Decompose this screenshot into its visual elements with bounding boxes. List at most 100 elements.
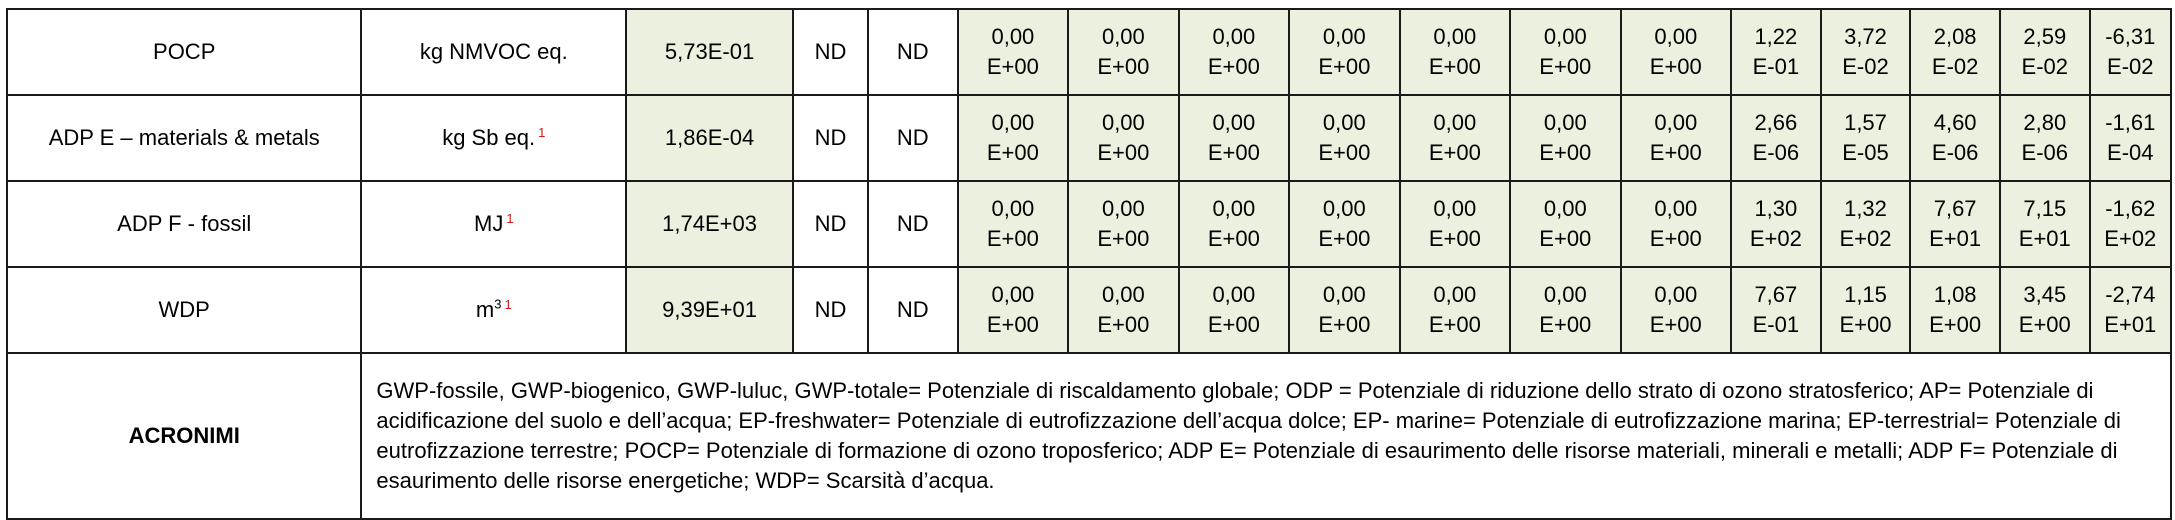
value-exponent: E+02 bbox=[2104, 226, 2157, 251]
not-declared-cell: ND bbox=[867, 94, 959, 182]
not-declared-text: ND bbox=[814, 125, 847, 150]
value-cell: 1,08 E+00 bbox=[1909, 266, 2001, 354]
value-cell: 1,30 E+02 bbox=[1730, 180, 1822, 268]
value-mantissa: 0,00 bbox=[1543, 110, 1587, 135]
value-exponent: E+00 bbox=[1428, 312, 1481, 337]
unit-label: MJ bbox=[474, 211, 504, 236]
value-exponent: E+00 bbox=[1207, 312, 1260, 337]
value-mantissa: 0,00 bbox=[1101, 196, 1145, 221]
value-exponent: E+00 bbox=[1097, 54, 1150, 79]
value-mantissa: 0,00 bbox=[1322, 24, 1366, 49]
value-cell: 0,00 E+00 bbox=[1177, 8, 1291, 96]
not-declared-cell: ND bbox=[867, 180, 959, 268]
value-cell: -1,61 E-04 bbox=[2088, 94, 2173, 182]
value-mantissa: 0,00 bbox=[1322, 110, 1366, 135]
footnote-marker: 1 bbox=[538, 124, 546, 140]
value-cell: 0,00 E+00 bbox=[1619, 266, 1733, 354]
not-declared-text: ND bbox=[896, 125, 929, 150]
value-mantissa: 0,00 bbox=[1322, 282, 1366, 307]
value-mantissa: 2,66 bbox=[1754, 110, 1798, 135]
value-cell: 0,00 E+00 bbox=[1509, 8, 1622, 96]
indicator-label: ADP E – materials & metals bbox=[48, 125, 320, 150]
table-row: WDP m3 1 9,39E+01 ND ND 0,00 E+00 0,00 E+00 0,00 E+… bbox=[5, 266, 2173, 354]
value-mantissa: 0,00 bbox=[1433, 196, 1477, 221]
value-exponent: E+00 bbox=[1207, 140, 1260, 165]
value-exponent: E-04 bbox=[2107, 140, 2154, 165]
value-mantissa: 3,72 bbox=[1844, 24, 1887, 49]
unit-cell: kg Sb eq. 1 bbox=[360, 94, 628, 182]
value-exponent: E+00 bbox=[986, 140, 1039, 165]
not-declared-cell: ND bbox=[867, 266, 959, 354]
table-body: POCP kg NMVOC eq. 5,73E-01 ND ND 0,00 E+00 0,00… bbox=[5, 8, 2173, 520]
value-exponent: E+00 bbox=[1649, 226, 1702, 251]
value-cell: 0,00 E+00 bbox=[1177, 180, 1291, 268]
value-mantissa: 0,00 bbox=[1543, 196, 1587, 221]
lca-results-table: POCP kg NMVOC eq. 5,73E-01 ND ND 0,00 E+00 0,00… bbox=[5, 8, 2173, 520]
value-cell-a1a3: 1,74E+03 bbox=[625, 180, 794, 268]
value-mantissa: 0,00 bbox=[991, 282, 1035, 307]
value-mantissa: 0,00 bbox=[1543, 282, 1587, 307]
value-cell: 0,00 E+00 bbox=[1509, 266, 1622, 354]
not-declared-cell: ND bbox=[791, 180, 870, 268]
value-cell: 3,45 E+00 bbox=[1998, 266, 2091, 354]
value-text: 1,86E-04 bbox=[664, 125, 755, 150]
value-mantissa: 1,32 bbox=[1844, 196, 1887, 221]
value-mantissa: 2,59 bbox=[2023, 24, 2067, 49]
value-exponent: E+00 bbox=[1428, 140, 1481, 165]
value-mantissa: 0,00 bbox=[991, 24, 1035, 49]
footnote-marker: 1 bbox=[504, 296, 512, 312]
acronyms-label-cell: ACRONIMI bbox=[5, 352, 363, 520]
indicator-label: POCP bbox=[153, 39, 216, 64]
value-cell: 0,00 E+00 bbox=[1619, 180, 1733, 268]
value-exponent: E+00 bbox=[1649, 54, 1702, 79]
value-exponent: E+00 bbox=[1539, 226, 1592, 251]
value-exponent: E+00 bbox=[1097, 140, 1150, 165]
value-mantissa: -6,31 bbox=[2105, 24, 2156, 49]
value-mantissa: -1,61 bbox=[2105, 110, 2156, 135]
value-exponent: E-02 bbox=[1842, 54, 1889, 79]
value-cell: 0,00 E+00 bbox=[1067, 266, 1180, 354]
value-exponent: E+02 bbox=[1749, 226, 1802, 251]
value-exponent: E+00 bbox=[1097, 312, 1150, 337]
value-cell: 2,59 E-02 bbox=[1998, 8, 2091, 96]
value-mantissa: 0,00 bbox=[991, 110, 1035, 135]
value-exponent: E+01 bbox=[2104, 312, 2157, 337]
value-cell: -1,62 E+02 bbox=[2088, 180, 2173, 268]
value-mantissa: 3,45 bbox=[2023, 282, 2067, 307]
value-text: 1,74E+03 bbox=[662, 211, 757, 236]
value-mantissa: 0,00 bbox=[1654, 282, 1698, 307]
value-cell: 0,00 E+00 bbox=[956, 8, 1070, 96]
value-exponent: E+00 bbox=[1839, 312, 1892, 337]
unit-label: kg Sb eq. bbox=[442, 125, 536, 150]
unit-cell: m3 1 bbox=[360, 266, 628, 354]
value-cell: 0,00 E+00 bbox=[1288, 180, 1401, 268]
value-mantissa: 7,15 bbox=[2023, 196, 2067, 221]
not-declared-cell: ND bbox=[791, 266, 870, 354]
acronyms-row: ACRONIMI GWP-fossile, GWP-biogenico, GWP-… bbox=[5, 352, 2172, 520]
value-mantissa: 0,00 bbox=[1433, 110, 1477, 135]
value-mantissa: 1,22 bbox=[1754, 24, 1798, 49]
value-cell: 0,00 E+00 bbox=[1288, 266, 1401, 354]
value-cell: 1,22 E-01 bbox=[1730, 8, 1822, 96]
value-exponent: E-01 bbox=[1752, 312, 1800, 337]
value-cell: -6,31 E-02 bbox=[2088, 8, 2173, 96]
value-exponent: E+00 bbox=[1318, 312, 1371, 337]
value-cell: 0,00 E+00 bbox=[1619, 94, 1733, 182]
table-row: POCP kg NMVOC eq. 5,73E-01 ND ND 0,00 E+00 0,00… bbox=[5, 8, 2173, 96]
value-exponent: E+00 bbox=[986, 226, 1039, 251]
value-exponent: E+00 bbox=[1207, 226, 1260, 251]
value-cell: 0,00 E+00 bbox=[1288, 94, 1401, 182]
value-cell-a1a3: 9,39E+01 bbox=[625, 266, 794, 354]
value-exponent: E+00 bbox=[986, 312, 1039, 337]
value-exponent: E+00 bbox=[1649, 312, 1702, 337]
value-exponent: E+00 bbox=[2018, 312, 2071, 337]
table-row: ADP E – materials & metals kg Sb eq. 1 1,86… bbox=[5, 94, 2173, 182]
value-cell: 3,72 E-02 bbox=[1819, 8, 1912, 96]
value-exponent: E+00 bbox=[986, 54, 1039, 79]
value-mantissa: 7,67 bbox=[1754, 282, 1798, 307]
value-exponent: E-02 bbox=[2107, 54, 2154, 79]
acronyms-text: GWP-fossile, GWP-biogenico, GWP-luluc, G… bbox=[376, 378, 2121, 493]
value-mantissa: 1,57 bbox=[1844, 110, 1887, 135]
value-exponent: E+00 bbox=[1318, 54, 1371, 79]
value-cell: 0,00 E+00 bbox=[956, 180, 1070, 268]
